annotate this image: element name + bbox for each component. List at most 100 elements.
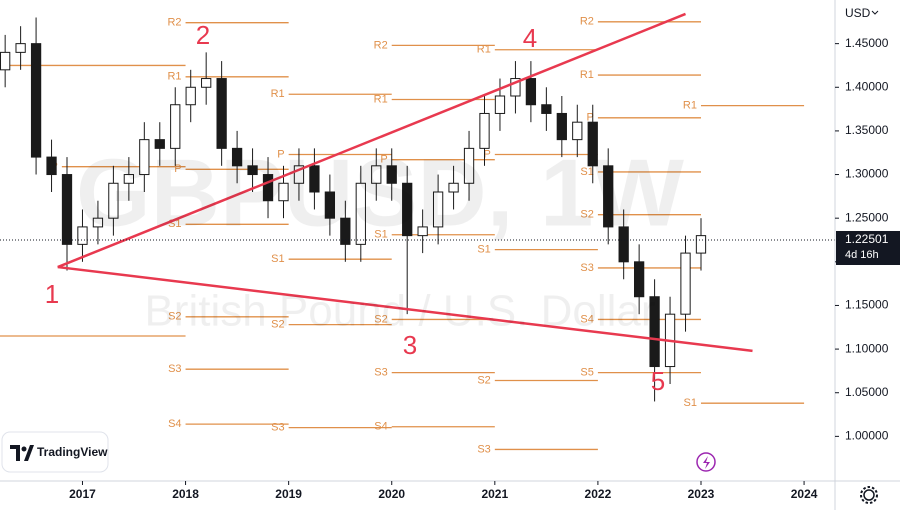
pivot-label: S2 bbox=[477, 374, 490, 386]
pivot-label: R1 bbox=[683, 100, 697, 112]
pivot-label: S5 bbox=[580, 367, 593, 379]
candle-body bbox=[479, 112, 490, 149]
candle-body bbox=[417, 226, 428, 237]
x-tick-label: 2019 bbox=[275, 487, 302, 501]
candle-body bbox=[324, 191, 336, 219]
pivot-label: P bbox=[174, 163, 181, 175]
x-tick-label: 2017 bbox=[69, 487, 96, 501]
logo-dot[interactable] bbox=[21, 446, 27, 452]
candle-body bbox=[15, 43, 26, 53]
candle-body bbox=[494, 95, 506, 114]
candle-body bbox=[293, 165, 305, 184]
candle-body bbox=[633, 261, 645, 298]
pivot-label: R1 bbox=[374, 93, 388, 105]
candle-body bbox=[0, 51, 11, 71]
x-tick-label: 2024 bbox=[791, 487, 818, 501]
y-tick-label: 1.35000 bbox=[845, 123, 889, 137]
pivot-label: R1 bbox=[271, 88, 285, 100]
y-tick-label: 1.10000 bbox=[845, 341, 889, 355]
candle-body bbox=[92, 217, 104, 228]
candle-body bbox=[77, 226, 88, 245]
candle-body bbox=[185, 86, 196, 106]
y-tick-label: 1.40000 bbox=[845, 79, 889, 93]
x-tick-label: 2020 bbox=[378, 487, 405, 501]
pivot-label: R2 bbox=[580, 16, 594, 28]
candle-body bbox=[618, 226, 629, 263]
wave-label: 2 bbox=[196, 20, 210, 50]
candle-body bbox=[170, 104, 181, 149]
y-tick-label: 1.25000 bbox=[845, 210, 889, 224]
candle-body bbox=[61, 174, 73, 245]
candle-body bbox=[386, 165, 397, 184]
candle-body bbox=[371, 165, 382, 184]
countdown-label: 4d 16h bbox=[845, 249, 879, 261]
candle-body bbox=[154, 139, 165, 149]
candle-body bbox=[123, 174, 134, 184]
wave-label: 3 bbox=[403, 330, 417, 360]
candle-body bbox=[46, 156, 57, 176]
x-tick-label: 2018 bbox=[172, 487, 199, 501]
pivot-label: S1 bbox=[374, 229, 387, 241]
candle-body bbox=[680, 252, 691, 315]
logo-mark[interactable] bbox=[10, 445, 34, 461]
pivot-label: S3 bbox=[580, 262, 593, 274]
candle-body bbox=[402, 182, 413, 237]
last-price-box bbox=[836, 230, 900, 265]
pivot-label: R2 bbox=[167, 17, 181, 29]
candle-body bbox=[108, 182, 119, 219]
candle-body bbox=[556, 112, 567, 141]
trendline bbox=[57, 265, 753, 353]
candle-body bbox=[525, 78, 537, 106]
currency-label[interactable]: USD bbox=[845, 6, 871, 20]
pivot-label: P bbox=[483, 148, 490, 160]
candle-body bbox=[695, 235, 707, 254]
currency-dropdown-icon[interactable] bbox=[871, 10, 879, 15]
candle-body bbox=[30, 43, 42, 158]
y-tick-label: 1.30000 bbox=[845, 167, 889, 181]
candle-body bbox=[448, 182, 459, 193]
pivot-label: R1 bbox=[580, 69, 594, 81]
pivot-label: S3 bbox=[477, 443, 490, 455]
pivot-label: S4 bbox=[580, 313, 593, 325]
y-tick-label: 1.45000 bbox=[845, 36, 889, 50]
settings-icon[interactable] bbox=[860, 486, 878, 504]
pivot-label: S3 bbox=[271, 422, 284, 434]
pivot-label: S1 bbox=[684, 397, 697, 409]
settings-gear[interactable] bbox=[863, 489, 875, 501]
pivot-label: S1 bbox=[271, 253, 284, 265]
wave-label: 5 bbox=[651, 366, 665, 396]
candle-body bbox=[587, 121, 598, 167]
x-tick-label: 2021 bbox=[481, 487, 508, 501]
candle-body bbox=[463, 147, 475, 184]
x-tick-label: 2023 bbox=[688, 487, 715, 501]
pivot-label: S2 bbox=[168, 311, 181, 323]
wave-label: 1 bbox=[45, 279, 59, 309]
candle-body bbox=[216, 78, 227, 149]
candle-body bbox=[510, 78, 521, 97]
pivot-label: P bbox=[587, 112, 594, 124]
wave-label: 4 bbox=[523, 23, 537, 53]
candle-body bbox=[603, 165, 614, 228]
event-icon[interactable] bbox=[696, 452, 716, 472]
y-tick-label: 1.15000 bbox=[845, 298, 889, 312]
watermark-description: British Pound / U.S. Dollar bbox=[144, 287, 655, 336]
settings-teeth[interactable] bbox=[860, 486, 878, 504]
candle-body bbox=[201, 78, 212, 88]
watermark-symbol: GBPUSD, 1W bbox=[76, 139, 684, 246]
candle-body bbox=[541, 104, 552, 114]
logo[interactable]: TradingView bbox=[1, 431, 109, 473]
plot-area: R1 P S1 R2 R1 P S1 S2 S3 S4 R1 P S1 S2 S3 R2 R1 P S1 S2 S3 S4… bbox=[0, 12, 835, 455]
logo-box[interactable] bbox=[1, 431, 109, 473]
event-icon-bolt[interactable] bbox=[703, 456, 710, 469]
pivot-label: R2 bbox=[374, 39, 388, 51]
candle-body bbox=[432, 191, 444, 228]
pivot-label: S3 bbox=[168, 363, 181, 375]
candle-body bbox=[572, 121, 583, 141]
pivot-label: R1 bbox=[477, 44, 491, 56]
pivot-label: S2 bbox=[271, 319, 284, 331]
y-tick-label: 1.05000 bbox=[845, 385, 889, 399]
logo-text[interactable]: TradingView bbox=[37, 445, 108, 459]
candle-body bbox=[309, 165, 320, 193]
